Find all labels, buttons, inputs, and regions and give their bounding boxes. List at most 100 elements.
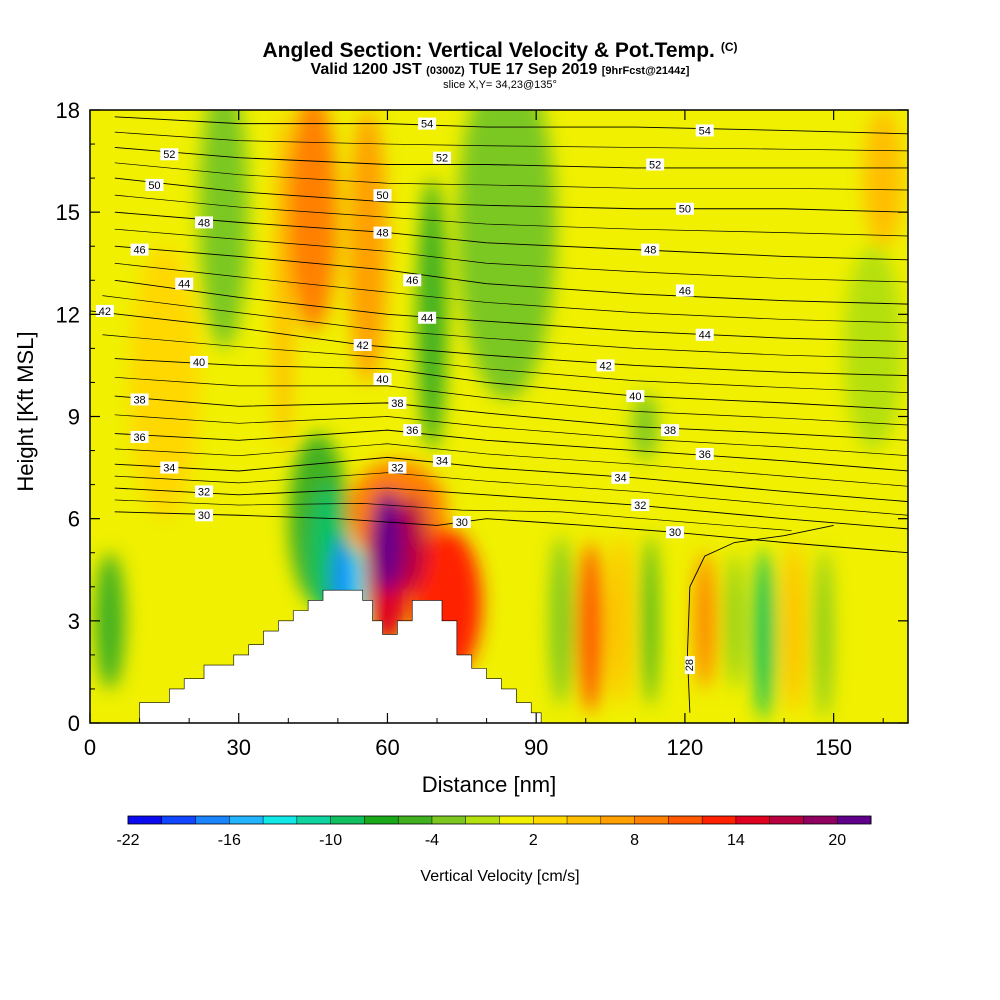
contour-label-bg [596,359,615,372]
y-axis-label: Height [Kft MSL] [13,331,38,491]
contour-label-group: 40 [190,356,209,369]
contour-label: 40 [376,374,388,386]
contour-label-bg [175,277,194,290]
contour-label-group: 30 [665,526,684,539]
theta-contour-minor [114,131,908,152]
contour-label-bg [611,471,630,484]
contour-label-bg [145,178,164,191]
contour-label-group: 42 [353,338,372,352]
contour-label-group: 48 [373,226,392,240]
contour-label-group: 42 [95,304,114,318]
contour-label: 36 [133,432,145,444]
contour-label-bg [130,393,149,406]
y-tick-label: 6 [68,507,80,532]
chart-subtitle: Valid 1200 JST (0300Z) TUE 17 Sep 2019 [… [0,62,1000,79]
contour-label-group: 50 [373,189,392,202]
contour-label-bg [130,430,149,443]
theta-contour-minor [114,443,908,487]
velocity-cell [456,110,556,400]
theta-contour-minor [114,262,908,324]
theta-contour-46 [114,245,908,305]
x-tick-label: 150 [815,735,852,760]
colorbar-tick-label: -4 [425,832,439,849]
colorbar-swatch [600,816,636,824]
theta-contour-50 [114,177,908,213]
contour-label-bg [665,526,684,539]
contour-label-group: 36 [403,424,422,437]
contour-label: 30 [456,517,468,529]
contour-label-bg [432,454,451,467]
velocity-cell [642,535,658,706]
contour-label: 54 [699,125,711,137]
colorbar-swatch [229,816,264,824]
contour-label-group: 36 [130,430,149,444]
colorbar-swatch [263,816,298,824]
contour-label-bg [695,124,714,137]
contour-label: 40 [629,391,641,403]
theta-contour-minor [114,228,908,283]
x-tick-label: 60 [375,735,399,760]
colorbar-tick-label: 2 [529,832,538,849]
contour-label-group: 46 [130,243,149,257]
colorbar-swatch [803,816,838,824]
contour-label-bg [675,284,694,297]
colorbar-swatch [735,816,771,824]
velocity-cell [784,542,804,713]
contour-label: 30 [198,510,210,522]
velocity-cell [863,110,904,247]
contour-label-bg [631,499,650,512]
contour-label-group: 36 [695,447,714,461]
theta-contour-30 [114,511,908,554]
chart-title-line: Angled Section: Vertical Velocity & Pot.… [0,36,1000,62]
theta-contour-36 [114,429,908,472]
contour-label-group: 38 [388,396,407,410]
colorbar-swatch [195,816,230,824]
velocity-cell [754,549,775,720]
chart-title: Angled Section: Vertical Velocity & Pot.… [262,39,715,62]
contour-label: 54 [421,119,433,131]
contour-label-bg [641,243,660,256]
contour-label-group: 50 [675,202,694,216]
contour-label: 28 [684,659,696,671]
contour-label-group: 38 [661,424,680,437]
terrain [90,589,908,723]
contour-label-bg [626,390,645,403]
title-units: (C) [720,40,738,54]
theta-contour-54 [114,116,908,135]
subtitle-utc: (0300Z) [426,65,465,77]
contour-label: 48 [644,245,656,257]
contour-label-bg [190,356,209,369]
y-tick-label: 0 [68,711,80,736]
colorbar: -22 -16 -10 -4 2 8 14 20 Vertical Velocity [cm/s… [116,815,872,885]
velocity-cell [347,110,388,383]
title-block: Angled Section: Vertical Velocity & Pot.… [0,36,1000,92]
y-tick-label: 18 [56,98,80,123]
theta-contour-38 [114,395,908,441]
contour-label: 52 [163,149,175,161]
colorbar-swatch [364,816,399,824]
contour-label-group: 30 [195,509,214,522]
velocity-cell [94,552,125,689]
contour-label-group: 32 [195,485,214,498]
contour-label: 42 [357,340,369,352]
colorbar-tick-label: 20 [828,832,846,849]
subtitle-valid: Valid 1200 JST [310,61,422,78]
y-tick-label: 15 [56,200,80,225]
velocity-cell [273,110,294,451]
contour-label: 48 [376,228,388,240]
contour-label: 38 [391,398,403,410]
x-tick-label: 120 [667,735,704,760]
contour-label-bg [418,311,437,324]
contour-label-bg [373,189,392,202]
contour-label-group: 38 [130,393,149,406]
x-tick-label: 0 [84,735,96,760]
contour-label: 40 [193,357,205,369]
theta-contour-52 [114,147,908,169]
contour-label-group: 52 [432,151,451,165]
slice-info: slice X,Y= 34,23@135° [443,79,557,91]
theta-contour-44 [114,279,908,343]
contour-label: 50 [679,204,691,216]
contour-label-group: 40 [373,373,392,386]
colorbar-swatch [634,816,669,824]
